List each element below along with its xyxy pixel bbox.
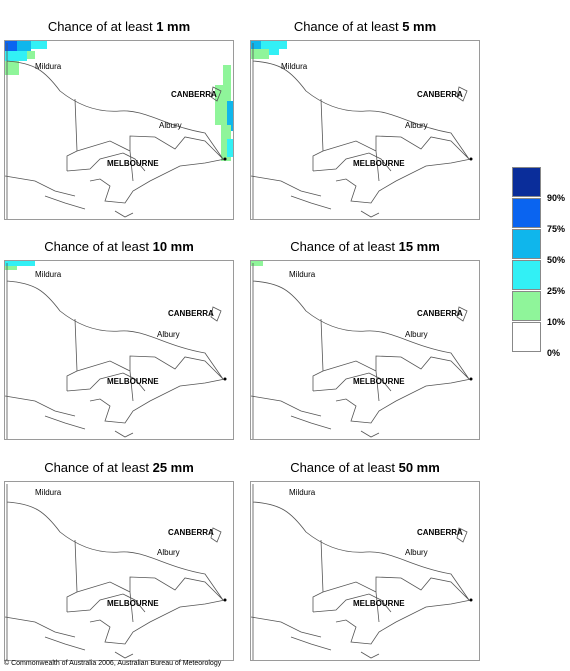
rainfall-map: Mildura CANBERRA Albury MELBOURNE — [4, 260, 234, 440]
legend-label-10: 10% — [547, 317, 566, 327]
city-label-albury: Albury — [405, 330, 428, 339]
city-label-melbourne: MELBOURNE — [107, 599, 159, 608]
panel-title: Chance of at least 25 mm — [44, 460, 194, 475]
legend-label-0: 0% — [547, 348, 561, 358]
city-label-mildura: Mildura — [289, 488, 316, 497]
city-label-albury: Albury — [405, 121, 428, 130]
city-label-canberra: CANBERRA — [417, 309, 463, 318]
map-outline — [251, 484, 473, 660]
city-label-albury: Albury — [405, 548, 428, 557]
legend-swatch-50 — [512, 229, 541, 259]
city-label-mildura: Mildura — [289, 270, 316, 279]
map-outline — [5, 484, 227, 660]
map-outline — [5, 263, 227, 439]
legend-label-50: 50% — [547, 255, 566, 265]
city-label-mildura: Mildura — [35, 62, 62, 71]
map-panel-10mm: Chance of at least 10 mm Mildura CANBERR… — [4, 239, 234, 440]
legend-label-90: 90% — [547, 193, 566, 203]
city-label-albury: Albury — [157, 548, 180, 557]
panel-title: Chance of at least 50 mm — [290, 460, 440, 475]
city-label-canberra: CANBERRA — [168, 528, 214, 537]
city-label-albury: Albury — [159, 121, 182, 130]
city-label-melbourne: MELBOURNE — [107, 377, 159, 386]
map-outline — [5, 43, 227, 219]
map-rainfall-overlay — [251, 261, 263, 266]
city-label-melbourne: MELBOURNE — [353, 599, 405, 608]
map-panel-1mm: Chance of at least 1 mm Mildura CANBERRA… — [4, 19, 234, 220]
map-outline — [251, 263, 473, 439]
city-label-melbourne: MELBOURNE — [353, 377, 405, 386]
legend-swatch-0 — [512, 322, 541, 352]
rainfall-map: Mildura CANBERRA Albury MELBOURNE — [4, 40, 234, 220]
legend-swatch-75 — [512, 198, 541, 228]
city-label-melbourne: MELBOURNE — [353, 159, 405, 168]
map-panel-15mm: Chance of at least 15 mm Mildura CANBERR… — [250, 239, 480, 440]
legend-swatch-90 — [512, 167, 541, 197]
panel-title: Chance of at least 10 mm — [44, 239, 194, 254]
map-outline — [251, 43, 473, 219]
legend-label-75: 75% — [547, 224, 566, 234]
map-panel-5mm: Chance of at least 5 mm Mildura CANBERRA… — [250, 19, 480, 220]
panel-title: Chance of at least 15 mm — [290, 239, 440, 254]
map-panel-50mm: Chance of at least 50 mm Mildura CANBERR… — [250, 460, 480, 661]
rainfall-map: Mildura CANBERRA Albury MELBOURNE — [250, 40, 480, 220]
city-label-mildura: Mildura — [281, 62, 308, 71]
panel-title: Chance of at least 1 mm — [47, 19, 191, 34]
city-label-canberra: CANBERRA — [417, 528, 463, 537]
city-label-canberra: CANBERRA — [417, 90, 463, 99]
city-label-melbourne: MELBOURNE — [107, 159, 159, 168]
city-label-mildura: Mildura — [35, 488, 62, 497]
legend-label-25: 25% — [547, 286, 566, 296]
legend-swatch-25 — [512, 260, 541, 290]
city-label-albury: Albury — [157, 330, 180, 339]
panel-title: Chance of at least 5 mm — [293, 19, 437, 34]
map-panel-25mm: Chance of at least 25 mm Mildura CANBERR… — [4, 460, 234, 661]
map-rainfall-overlay — [251, 41, 287, 59]
city-label-mildura: Mildura — [35, 270, 62, 279]
legend-swatch-10 — [512, 291, 541, 321]
rainfall-map: Mildura CANBERRA Albury MELBOURNE — [250, 481, 480, 661]
city-label-canberra: CANBERRA — [168, 309, 214, 318]
map-rainfall-overlay — [5, 261, 35, 270]
copyright-notice: © Commonwealth of Australia 2006, Austra… — [4, 660, 222, 667]
city-label-canberra: CANBERRA — [171, 90, 217, 99]
rainfall-map: Mildura CANBERRA Albury MELBOURNE — [250, 260, 480, 440]
rainfall-map: Mildura CANBERRA Albury MELBOURNE — [4, 481, 234, 661]
